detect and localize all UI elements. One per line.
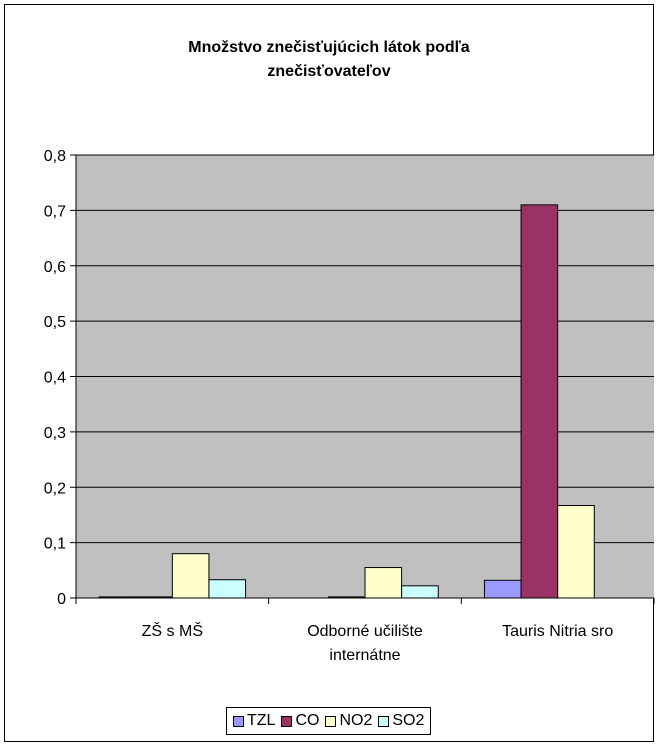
bar-co-2 — [520, 204, 559, 599]
y-tick-label: 0,6 — [44, 259, 66, 276]
legend-label: NO2 — [339, 712, 373, 729]
bar-no2-0 — [171, 553, 210, 599]
legend-swatch — [378, 715, 390, 727]
y-tick-label: 0,2 — [44, 480, 66, 497]
legend-label: SO2 — [392, 712, 425, 729]
legend-swatch — [281, 715, 293, 727]
chart-legend: TZL CO NO2 SO2 — [226, 707, 432, 735]
legend-item-co: CO — [281, 712, 319, 730]
x-tick-label: ZŠ s MŠ — [142, 621, 203, 640]
y-tick-label: 0 — [57, 591, 66, 608]
bar-co-0 — [135, 596, 173, 599]
legend-item-no2: NO2 — [325, 712, 372, 730]
bar-no2-1 — [364, 567, 403, 599]
y-tick-label: 0,8 — [44, 148, 66, 165]
y-tick-label: 0,4 — [44, 370, 66, 387]
legend-item-tzl: TZL — [233, 712, 275, 730]
legend-item-so2: SO2 — [378, 712, 424, 730]
bar-no2-2 — [557, 505, 595, 599]
legend-label: CO — [295, 712, 320, 729]
legend-label: TZL — [247, 712, 276, 729]
y-tick-label: 0,5 — [44, 314, 66, 331]
bar-tzl-2 — [483, 579, 522, 599]
x-tick-label: Tauris Nitria sro — [502, 623, 613, 640]
chart-title-line-2: znečisťovateľov — [267, 63, 391, 80]
legend-swatch — [325, 715, 337, 727]
chart-title: Množstvo znečisťujúcich látok podľa zneč… — [4, 36, 654, 84]
chart-title-line-1: Množstvo znečisťujúcich látok podľa — [188, 39, 470, 56]
y-tick-label: 0,1 — [44, 536, 66, 553]
bar-so2-1 — [401, 585, 439, 599]
y-tick-label: 0,7 — [44, 203, 66, 220]
y-tick-label: 0,3 — [44, 425, 66, 442]
bar-so2-0 — [208, 579, 247, 599]
legend-swatch — [233, 715, 244, 727]
bar-co-1 — [327, 596, 366, 599]
x-tick-label: internátne — [329, 647, 400, 664]
x-tick-label: Odborné učilište — [307, 623, 423, 640]
bar-tzl-0 — [98, 596, 137, 599]
